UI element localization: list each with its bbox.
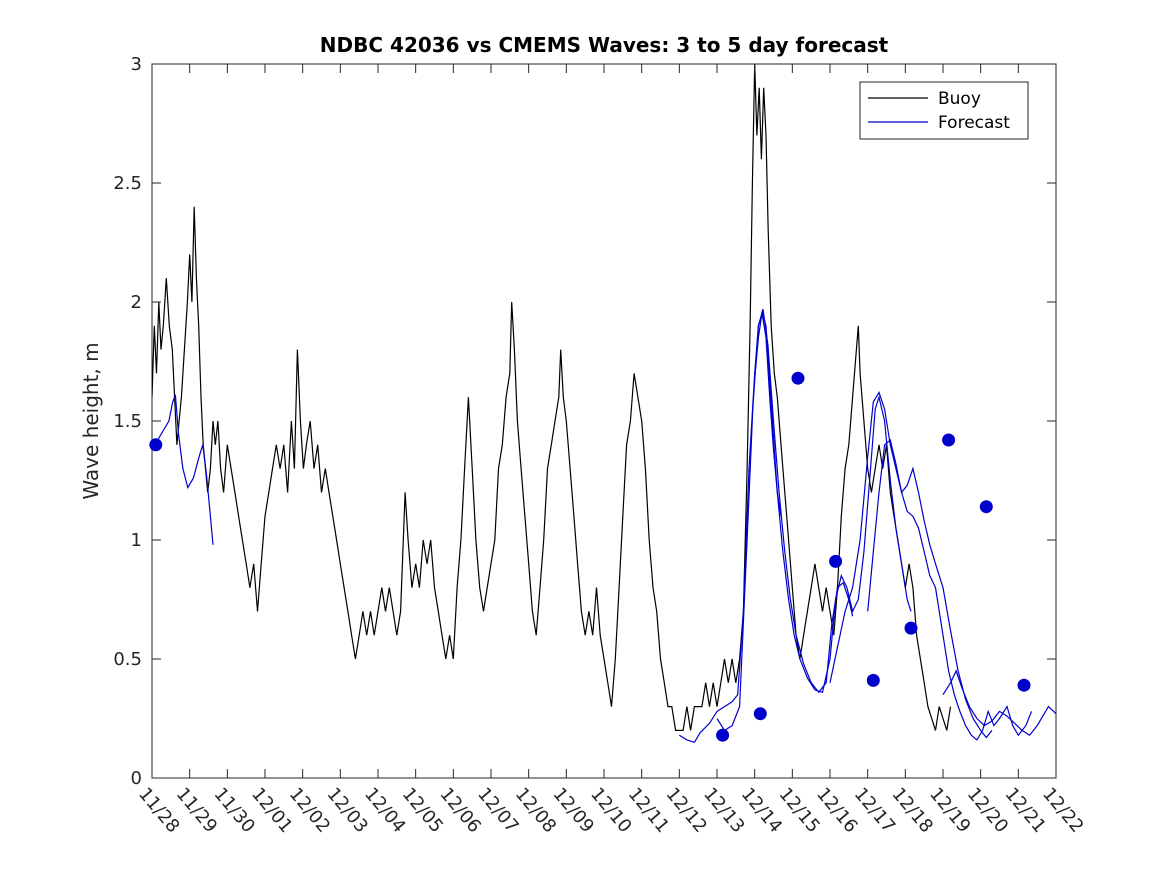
y-axis-label: Wave height, m xyxy=(79,342,103,499)
x-tick-label: 11/29 xyxy=(172,784,221,837)
legend-label-1: Buoy xyxy=(938,89,981,109)
x-tick-label: 12/20 xyxy=(963,784,1012,837)
forecast-marker-3 xyxy=(753,707,767,721)
x-tick-label: 12/09 xyxy=(549,784,598,837)
series-forecast-line-3 xyxy=(716,308,854,732)
y-tick-label: 0 xyxy=(131,768,142,789)
x-tick-label: 12/11 xyxy=(624,784,673,837)
x-tick-label: 12/15 xyxy=(775,784,824,837)
x-tick-label: 12/22 xyxy=(1038,784,1087,837)
x-tick-label: 12/07 xyxy=(473,784,522,837)
forecast-marker-6 xyxy=(866,673,880,687)
x-tick-label: 12/21 xyxy=(1001,784,1050,837)
x-tick-label: 12/12 xyxy=(662,784,711,837)
chart-title: NDBC 42036 vs CMEMS Waves: 3 to 5 day fo… xyxy=(320,33,889,57)
x-tick-label: 12/06 xyxy=(436,784,485,837)
x-tick-label: 12/10 xyxy=(586,784,635,837)
forecast-marker-4 xyxy=(791,371,805,385)
y-tick-label: 1.5 xyxy=(113,411,142,432)
y-tick-label: 2 xyxy=(131,292,142,313)
series-buoy-line xyxy=(152,64,952,731)
series-forecast-line-7 xyxy=(942,669,1056,736)
y-tick-label: 3 xyxy=(131,54,142,75)
series-forecast-line-1 xyxy=(152,394,214,545)
forecast-marker-2 xyxy=(716,728,730,742)
x-tick-label: 12/01 xyxy=(247,784,296,837)
series-forecast-line-4 xyxy=(754,311,912,694)
x-tick-label: 11/28 xyxy=(134,784,183,837)
x-tick-label: 12/08 xyxy=(511,784,560,837)
y-tick-label: 2.5 xyxy=(113,173,142,194)
y-tick-label: 0.5 xyxy=(113,649,142,670)
legend-box xyxy=(859,81,1029,140)
forecast-marker-7 xyxy=(904,621,918,635)
y-tick-label: 1 xyxy=(131,530,142,551)
x-tick-label: 11/30 xyxy=(210,784,259,837)
x-tick-label: 12/18 xyxy=(888,784,937,837)
x-tick-label: 12/16 xyxy=(812,784,861,837)
forecast-marker-5 xyxy=(829,554,843,568)
x-tick-label: 12/13 xyxy=(699,784,748,837)
series-forecast-line-6 xyxy=(867,438,1033,741)
forecast-marker-9 xyxy=(979,500,993,514)
legend: Buoy Forecast xyxy=(859,81,1029,140)
forecast-marker-8 xyxy=(942,433,956,447)
forecast-marker-1 xyxy=(149,438,163,452)
x-tick-label: 12/04 xyxy=(360,784,409,837)
forecast-marker-10 xyxy=(1017,678,1031,692)
x-tick-label: 12/03 xyxy=(323,784,372,837)
x-tick-label: 12/17 xyxy=(850,784,899,837)
x-tick-label: 12/02 xyxy=(285,784,334,837)
legend-label-2: Forecast xyxy=(938,113,1010,133)
plot-area xyxy=(149,63,1057,779)
x-tick-label: 12/19 xyxy=(925,784,974,837)
x-tick-label: 12/14 xyxy=(737,784,786,837)
plot-frame xyxy=(151,63,1057,779)
x-tick-label: 12/05 xyxy=(398,784,447,837)
y-axis-ticks: 0 0.5 1 1.5 2 2.5 3 xyxy=(113,54,1056,789)
